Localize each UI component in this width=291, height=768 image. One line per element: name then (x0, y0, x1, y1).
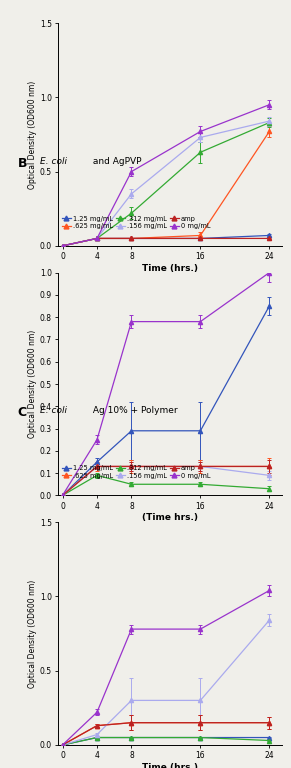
Text: and AgPVP: and AgPVP (90, 157, 141, 166)
X-axis label: (Time hrs.): (Time hrs.) (142, 514, 198, 522)
X-axis label: Time (hrs.): Time (hrs.) (142, 264, 198, 273)
Y-axis label: Optical Density (OD600 nm): Optical Density (OD600 nm) (28, 330, 37, 438)
Text: E. coli: E. coli (40, 406, 67, 415)
Text: B: B (18, 157, 27, 170)
Y-axis label: Optical Density (OD600 nm): Optical Density (OD600 nm) (28, 81, 37, 189)
Y-axis label: Optical Density (OD600 nm): Optical Density (OD600 nm) (28, 579, 37, 687)
Text: E. coli: E. coli (40, 157, 67, 166)
Legend: 1.25 mg/mL, .625 mg/mL, .312 mg/mL, .156 mg/mL, amp, 0 mg/mL: 1.25 mg/mL, .625 mg/mL, .312 mg/mL, .156… (61, 465, 210, 478)
X-axis label: Time (hrs.): Time (hrs.) (142, 763, 198, 768)
Text: Ag 10% + Polymer: Ag 10% + Polymer (90, 406, 177, 415)
Legend: 1.25 mg/mL, .625 mg/mL, .312 mg/mL, .156 mg/mL, amp, 0 mg/mL: 1.25 mg/mL, .625 mg/mL, .312 mg/mL, .156… (61, 216, 210, 229)
Text: C: C (18, 406, 27, 419)
